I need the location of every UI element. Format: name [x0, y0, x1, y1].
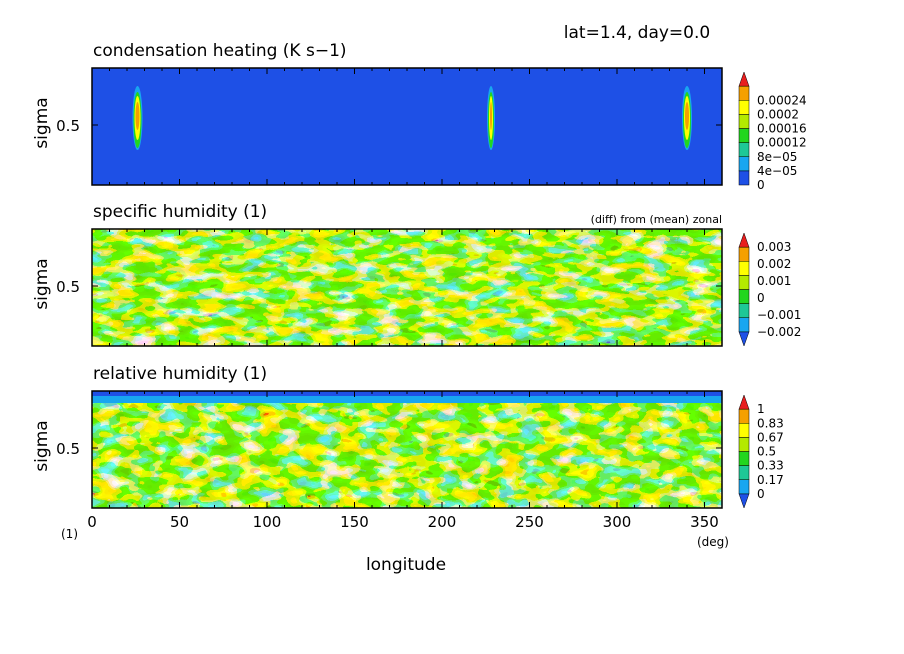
colorbar-arrow [738, 232, 750, 248]
colorbar-arrow [738, 331, 750, 347]
colorbar-label: 4e−05 [757, 164, 797, 178]
x-tick-label: 50 [170, 513, 189, 531]
colorbar-label: 0.33 [757, 459, 784, 473]
colorbar-box [738, 289, 750, 304]
field-noise [92, 391, 722, 508]
colorbar-box [738, 303, 750, 318]
y-tick-label: 0.5 [56, 117, 80, 135]
heating-maximum [132, 86, 143, 150]
colorbar-label: 0.00024 [757, 93, 807, 107]
colorbar-box [738, 128, 750, 143]
x-tick-label: 150 [340, 513, 369, 531]
colorbar-box [738, 408, 750, 424]
colorbar: 00.170.330.50.670.831 [738, 394, 784, 509]
y-axis-label: sigma [32, 97, 52, 148]
panel-title: specific humidity (1) [93, 202, 267, 222]
colorbar-box [738, 451, 750, 466]
field-background [92, 68, 722, 185]
panel-title: relative humidity (1) [93, 364, 267, 384]
x-tick-label: 300 [603, 513, 632, 531]
heating-contour [685, 102, 689, 130]
x-tick-label: 200 [428, 513, 457, 531]
colorbar-arrow [738, 493, 750, 509]
colorbar-box [738, 317, 750, 333]
y-axis-label: sigma [32, 420, 52, 471]
colorbar-box [738, 275, 750, 290]
colorbar-arrow [738, 71, 750, 87]
colorbar-label: 0 [757, 487, 765, 501]
contour-field [92, 391, 722, 508]
y-tick-label: 0.5 [56, 440, 80, 458]
colorbar-box [738, 246, 750, 262]
panel-note: (diff) from (mean) zonal [591, 213, 722, 226]
colorbar-label: 0.5 [757, 445, 776, 459]
colorbar-label: 0.003 [757, 240, 791, 254]
panel-2: specific humidity (1) (diff) from (mean) … [32, 202, 801, 347]
colorbar-label: −0.001 [757, 308, 801, 322]
colorbar-box [738, 114, 750, 129]
y-tick-label: 0.5 [56, 278, 80, 296]
colorbar-label: 8e−05 [757, 150, 797, 164]
corner-unit-label: (1) [61, 527, 78, 541]
colorbar-label: 1 [757, 402, 765, 416]
colorbar-label: 0.0002 [757, 107, 799, 121]
colorbar-label: 0 [757, 291, 765, 305]
x-tick-label: 100 [253, 513, 282, 531]
contour-field [92, 68, 722, 185]
colorbar-box [738, 479, 750, 495]
colorbar-label: 0 [757, 178, 765, 192]
colorbar-box [738, 85, 750, 101]
colorbar-label: 0.00016 [757, 122, 807, 136]
colorbar-box [738, 170, 750, 186]
colorbar-box [738, 261, 750, 276]
colorbar: −0.002 −0.001 0 0.001 0.002 0.003 [738, 232, 801, 347]
heating-contour [490, 102, 492, 130]
colorbar-arrow [738, 394, 750, 410]
colorbar-label: 0.002 [757, 257, 791, 271]
colorbar-label: 0.00012 [757, 136, 807, 150]
colorbar-box [738, 465, 750, 480]
figure-header: lat=1.4, day=0.0 [564, 23, 710, 43]
x-tick-label: 350 [690, 513, 719, 531]
heating-maximum [682, 86, 692, 150]
colorbar-label: −0.002 [757, 325, 801, 339]
colorbar-label: 0.67 [757, 430, 784, 444]
colorbar-label: 0.17 [757, 473, 784, 487]
contour-field [92, 229, 722, 346]
field-noise [92, 229, 722, 346]
colorbar-box [738, 142, 750, 157]
x-axis-label: longitude [366, 555, 446, 575]
colorbar-box [738, 156, 750, 172]
heating-maximum [487, 86, 495, 150]
panel-title: condensation heating (K s−1) [93, 41, 347, 61]
y-axis-label: sigma [32, 258, 52, 309]
colorbar-label: 0.001 [757, 274, 791, 288]
heating-contour [135, 102, 140, 130]
x-unit-label: (deg) [697, 535, 729, 549]
colorbar-box [738, 437, 750, 452]
x-tick-label: 0 [87, 513, 97, 531]
x-tick-label: 250 [515, 513, 544, 531]
colorbar-box [738, 100, 750, 115]
colorbar-label: 0.83 [757, 416, 784, 430]
colorbar-box [738, 423, 750, 438]
panel-3: relative humidity (1)0.5sigma00.170.330.… [32, 364, 784, 509]
